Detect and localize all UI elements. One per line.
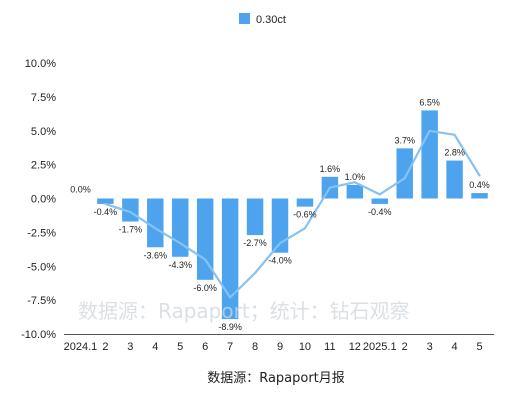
y-tick-label: -2.5%	[27, 227, 56, 239]
data-label: -0.4%	[94, 207, 118, 217]
x-tick-label: 2	[402, 341, 408, 353]
y-tick-label: 10.0%	[25, 58, 56, 70]
bar	[346, 184, 364, 199]
y-tick-label: -5.0%	[27, 261, 56, 273]
bar	[271, 198, 289, 253]
data-label: 1.6%	[320, 164, 341, 174]
y-tick-label: 5.0%	[31, 126, 56, 138]
y-tick-label: 2.5%	[31, 160, 56, 172]
data-label: -4.3%	[168, 260, 192, 270]
data-label: 3.7%	[394, 135, 415, 145]
data-labels: 0.0%-0.4%-1.7%-3.6%-4.3%-6.0%-8.9%-2.7%-…	[70, 97, 490, 332]
x-tick-label: 4	[152, 341, 158, 353]
x-tick-label: 6	[202, 341, 208, 353]
source-note: 数据源：Rapaport月报	[207, 371, 345, 386]
bar	[172, 198, 189, 257]
x-tick-label: 8	[252, 341, 258, 353]
trend-line	[104, 129, 481, 299]
y-axis: -10.0% -7.5% -5.0% -2.5% 0.0% 2.5% 5.0% 7.5% 10.…	[21, 58, 56, 341]
x-tick-label: 2025.1	[363, 341, 397, 353]
data-label: -6.0%	[193, 283, 217, 293]
bar	[371, 198, 388, 204]
data-label: 0.0%	[70, 185, 91, 195]
legend-swatch	[239, 13, 250, 24]
data-label: 6.5%	[419, 97, 440, 107]
bar	[396, 148, 413, 199]
data-label: -1.7%	[119, 225, 143, 235]
x-tick-label: 3	[427, 341, 433, 353]
x-tick-label: 2	[102, 341, 108, 353]
y-tick-label: 0.0%	[31, 194, 56, 206]
bar	[446, 160, 463, 199]
watermark: 数据源：Rapaport；统计：钻石观察	[78, 299, 410, 323]
x-tick-label: 12	[349, 341, 361, 353]
y-tick-label: -10.0%	[21, 329, 56, 341]
y-tick-label: 7.5%	[31, 92, 56, 104]
data-label: -8.9%	[218, 322, 242, 332]
bar	[97, 198, 114, 204]
data-label: -4.0%	[268, 256, 292, 266]
x-tick-label: 2024.1	[64, 341, 98, 353]
x-tick-label: 7	[227, 341, 233, 353]
data-label: -2.7%	[243, 238, 267, 248]
x-tick-label: 5	[177, 341, 183, 353]
x-tick-label: 3	[127, 341, 133, 353]
bar	[421, 110, 438, 199]
x-tick-label: 9	[277, 341, 283, 353]
x-tick-label: 10	[299, 341, 311, 353]
bar	[147, 198, 164, 248]
bar	[296, 198, 314, 207]
bar	[196, 198, 214, 280]
data-label: -0.6%	[293, 210, 317, 220]
data-label: 2.8%	[444, 148, 465, 158]
bar	[246, 198, 264, 236]
bar	[471, 193, 488, 199]
x-tick-label: 5	[476, 341, 482, 353]
x-axis: 2024.1 2 3 4 5 6 7 8 9 10 11 12 2025.1 2 3 4 5	[64, 341, 483, 353]
x-tick-label: 11	[324, 341, 335, 353]
legend-label: 0.30ct	[256, 14, 286, 26]
data-label: -3.6%	[144, 250, 168, 260]
x-tick-label: 4	[452, 341, 458, 353]
data-label: 0.4%	[469, 180, 490, 190]
legend: 0.30ct	[239, 13, 286, 26]
data-label: -0.4%	[368, 207, 392, 217]
y-tick-label: -7.5%	[27, 295, 56, 307]
bar	[221, 198, 239, 320]
data-label: 1.0%	[345, 172, 366, 182]
